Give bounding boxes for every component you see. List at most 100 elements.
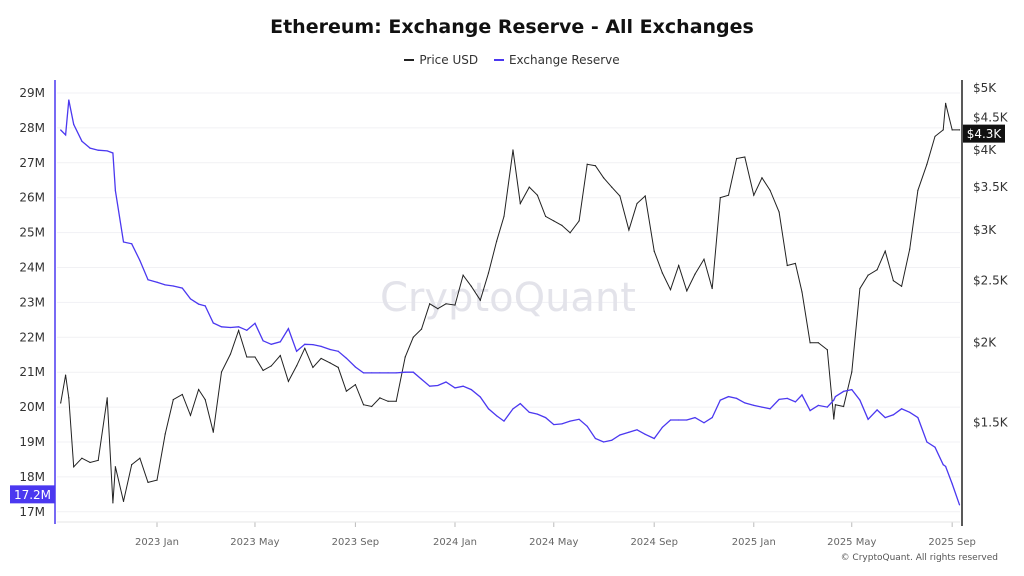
reserve-point — [354, 366, 356, 368]
reserve-point — [437, 384, 439, 387]
reserve-point — [454, 387, 456, 389]
price-point — [512, 149, 514, 151]
reserve-point — [703, 422, 705, 424]
price-point — [262, 369, 264, 372]
price-point — [586, 163, 588, 165]
legend-item-price[interactable]: Price USD — [404, 53, 478, 67]
reserve-point — [809, 409, 811, 412]
price-point — [786, 264, 788, 267]
reserve-point — [304, 343, 306, 345]
price-usd-line — [60, 103, 960, 503]
legend-label-reserve: Exchange Reserve — [508, 53, 620, 67]
price-point — [329, 362, 331, 364]
price-point — [958, 129, 961, 131]
series-lines — [60, 99, 961, 506]
price-point — [404, 356, 406, 358]
reserve-point — [139, 259, 141, 262]
x-tick-label: 2025 Sep — [928, 537, 975, 548]
reserve-point — [131, 243, 133, 245]
price-point — [703, 258, 705, 260]
price-point — [131, 463, 133, 466]
reserve-point — [172, 285, 174, 287]
reserve-point — [727, 396, 730, 398]
price-point — [345, 390, 348, 392]
reserve-point — [404, 371, 406, 373]
reserve-point — [60, 129, 62, 131]
price-point — [379, 397, 381, 399]
price-point — [362, 404, 365, 406]
reserve-point — [602, 441, 605, 443]
price-point — [942, 129, 944, 131]
price-point — [487, 272, 490, 274]
reserve-point — [487, 408, 490, 410]
reserve-point — [287, 327, 290, 330]
reserve-point — [794, 401, 797, 403]
left-tick-label: 28M — [19, 121, 45, 135]
price-point — [73, 466, 75, 468]
price-point — [594, 165, 597, 167]
price-point — [470, 285, 472, 287]
reserve-point — [112, 152, 114, 154]
reserve-point — [909, 411, 911, 413]
price-point — [238, 329, 240, 332]
price-point — [809, 342, 811, 344]
reserve-point — [81, 140, 83, 142]
reserve-point — [569, 420, 571, 422]
reserve-point — [801, 394, 803, 396]
price-point — [945, 102, 947, 104]
price-point — [164, 433, 166, 435]
reserve-point — [212, 322, 214, 324]
price-point — [462, 274, 464, 276]
price-point — [279, 354, 281, 357]
x-tick-label: 2023 Sep — [332, 537, 379, 548]
price-point — [761, 177, 763, 179]
right-tick-label: $4.5K — [973, 110, 1009, 124]
price-point — [479, 299, 481, 301]
legend-swatch-reserve — [493, 59, 504, 61]
reserve-point — [371, 372, 373, 374]
price-point — [611, 186, 613, 188]
legend-swatch-price — [404, 59, 415, 61]
reserve-point — [279, 341, 281, 343]
reserve-point — [951, 483, 953, 485]
reserve-point — [678, 419, 680, 421]
reserve-point — [753, 404, 755, 406]
reserve-point — [786, 397, 788, 399]
reserve-point — [553, 423, 555, 426]
reserve-point — [536, 413, 539, 415]
price-point — [64, 374, 67, 376]
price-point — [727, 194, 730, 196]
right-tick-label: $2K — [973, 336, 997, 350]
price-point — [769, 189, 771, 191]
price-point — [220, 371, 223, 373]
left-tick-label: 27M — [19, 156, 45, 170]
reserve-point — [653, 437, 655, 440]
price-point — [189, 414, 192, 416]
price-point — [669, 289, 672, 291]
reserve-point — [220, 326, 223, 328]
price-point — [917, 189, 919, 191]
price-point — [147, 481, 149, 483]
x-tick-label: 2023 Jan — [135, 537, 179, 548]
price-point — [198, 388, 200, 391]
price-point — [371, 405, 373, 408]
reserve-point — [744, 402, 746, 404]
price-point — [736, 157, 738, 160]
price-current-badge — [963, 124, 1005, 143]
price-point — [744, 156, 746, 158]
reserve-point — [834, 396, 837, 398]
left-tick-label: 22M — [19, 330, 45, 344]
reserve-point — [387, 372, 389, 374]
reserve-point — [262, 340, 264, 342]
reserve-point — [519, 403, 521, 405]
left-tick-label: 25M — [19, 226, 45, 240]
price-point — [859, 287, 861, 290]
right-tick-label: $5K — [973, 81, 997, 95]
reserve-point — [181, 287, 183, 289]
reserve-point — [445, 381, 447, 383]
price-point — [97, 459, 99, 461]
price-point — [644, 195, 646, 197]
legend-item-reserve[interactable]: Exchange Reserve — [493, 53, 620, 67]
reserve-point — [122, 241, 125, 243]
